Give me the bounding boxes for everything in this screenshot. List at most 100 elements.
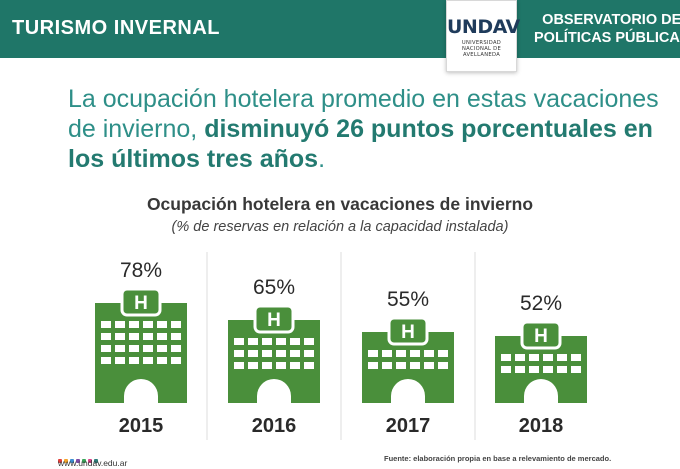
window (410, 350, 420, 357)
brand-color-dots (58, 450, 118, 463)
window (115, 333, 125, 340)
window (101, 357, 111, 364)
window (396, 362, 406, 369)
hotel-h-letter: H (401, 322, 415, 343)
window (290, 338, 300, 345)
hotel-h-letter: H (267, 310, 281, 331)
door (124, 379, 158, 403)
window (557, 354, 567, 361)
window (438, 350, 448, 357)
window (143, 357, 153, 364)
window (529, 366, 539, 373)
window (304, 362, 314, 369)
value-label-2016: 65% (253, 276, 295, 299)
window (157, 357, 167, 364)
window (115, 357, 125, 364)
window (276, 338, 286, 345)
window (143, 321, 153, 328)
window (529, 354, 539, 361)
footer-url: www.undav.edu.ar (58, 458, 128, 468)
header-bar: TURISMO INVERNAL UNDAV UNIVERSIDAD NACIO… (0, 0, 680, 72)
headline-highlight: disminuyó 26 puntos porcentuales en los … (68, 115, 653, 173)
hotel-h-sign-icon (520, 320, 562, 350)
year-label-2017: 2017 (386, 415, 431, 437)
window (262, 338, 272, 345)
window (115, 345, 125, 352)
door (257, 379, 291, 403)
year-label-2016: 2016 (252, 415, 297, 437)
window (290, 362, 300, 369)
window (276, 362, 286, 369)
window (129, 345, 139, 352)
hotel-h-sign-icon (387, 316, 429, 346)
window (101, 333, 111, 340)
observatorio-line-2: POLÍTICAS PÚBLICAS (534, 30, 680, 46)
window (304, 338, 314, 345)
hotel-h-sign-icon (253, 304, 295, 334)
window (396, 350, 406, 357)
window (290, 350, 300, 357)
window (101, 345, 111, 352)
footer-source: Fuente: elaboración propia en base a rel… (384, 454, 612, 463)
headline-text: La ocupación hotelera promedio en estas … (68, 85, 659, 143)
window (129, 321, 139, 328)
hotel-building-icon: H (362, 316, 454, 403)
window (115, 321, 125, 328)
window (368, 362, 378, 369)
window (501, 354, 511, 361)
window (424, 362, 434, 369)
window (248, 362, 258, 369)
window (248, 350, 258, 357)
window (234, 338, 244, 345)
window (143, 333, 153, 340)
window (171, 333, 181, 340)
window (515, 354, 525, 361)
window (571, 366, 581, 373)
window (157, 345, 167, 352)
headline: La ocupación hotelera promedio en estas … (68, 84, 668, 174)
window (234, 350, 244, 357)
hotel-h-letter: H (134, 293, 148, 314)
chart-title: Ocupación hotelera en vacaciones de invi… (146, 194, 534, 214)
year-label-2018: 2018 (519, 415, 564, 437)
chart-subtitle: (% de reservas en relación a la capacida… (171, 219, 509, 235)
hotel-h-sign-icon (120, 287, 162, 317)
window (382, 362, 392, 369)
door (524, 379, 558, 403)
window (171, 345, 181, 352)
window (501, 366, 511, 373)
logo-subtitle: UNIVERSIDAD NACIONAL DE AVELLANEDA (461, 40, 502, 58)
window (171, 321, 181, 328)
window (424, 350, 434, 357)
window (143, 345, 153, 352)
window (248, 338, 258, 345)
window (171, 357, 181, 364)
window (382, 350, 392, 357)
window (129, 357, 139, 364)
value-label-2018: 52% (520, 292, 562, 315)
window (157, 333, 167, 340)
observatorio-line-1: OBSERVATORIO DE (542, 12, 680, 28)
headline-end: . (318, 145, 326, 173)
logo-wordmark: UNDAV (447, 16, 520, 38)
window (276, 350, 286, 357)
window (129, 333, 139, 340)
hotel-h-letter: H (534, 326, 548, 347)
hotel-building-icon: H (495, 320, 587, 403)
window (543, 366, 553, 373)
window (262, 362, 272, 369)
window (543, 354, 553, 361)
window (571, 354, 581, 361)
value-label-2017: 55% (387, 288, 429, 311)
window (101, 321, 111, 328)
hotel-building-icon: H (95, 287, 187, 403)
observatorio-title: OBSERVATORIO DE POLÍTICAS PÚBLICAS (534, 11, 680, 47)
section-title: TURISMO INVERNAL (12, 17, 220, 39)
value-label-2015: 78% (120, 259, 162, 282)
window (557, 366, 567, 373)
window (262, 350, 272, 357)
window (410, 362, 420, 369)
hotel-building-icon: H (228, 304, 320, 403)
undav-logo: UNDAV UNIVERSIDAD NACIONAL DE AVELLANEDA (446, 0, 520, 72)
window (515, 366, 525, 373)
